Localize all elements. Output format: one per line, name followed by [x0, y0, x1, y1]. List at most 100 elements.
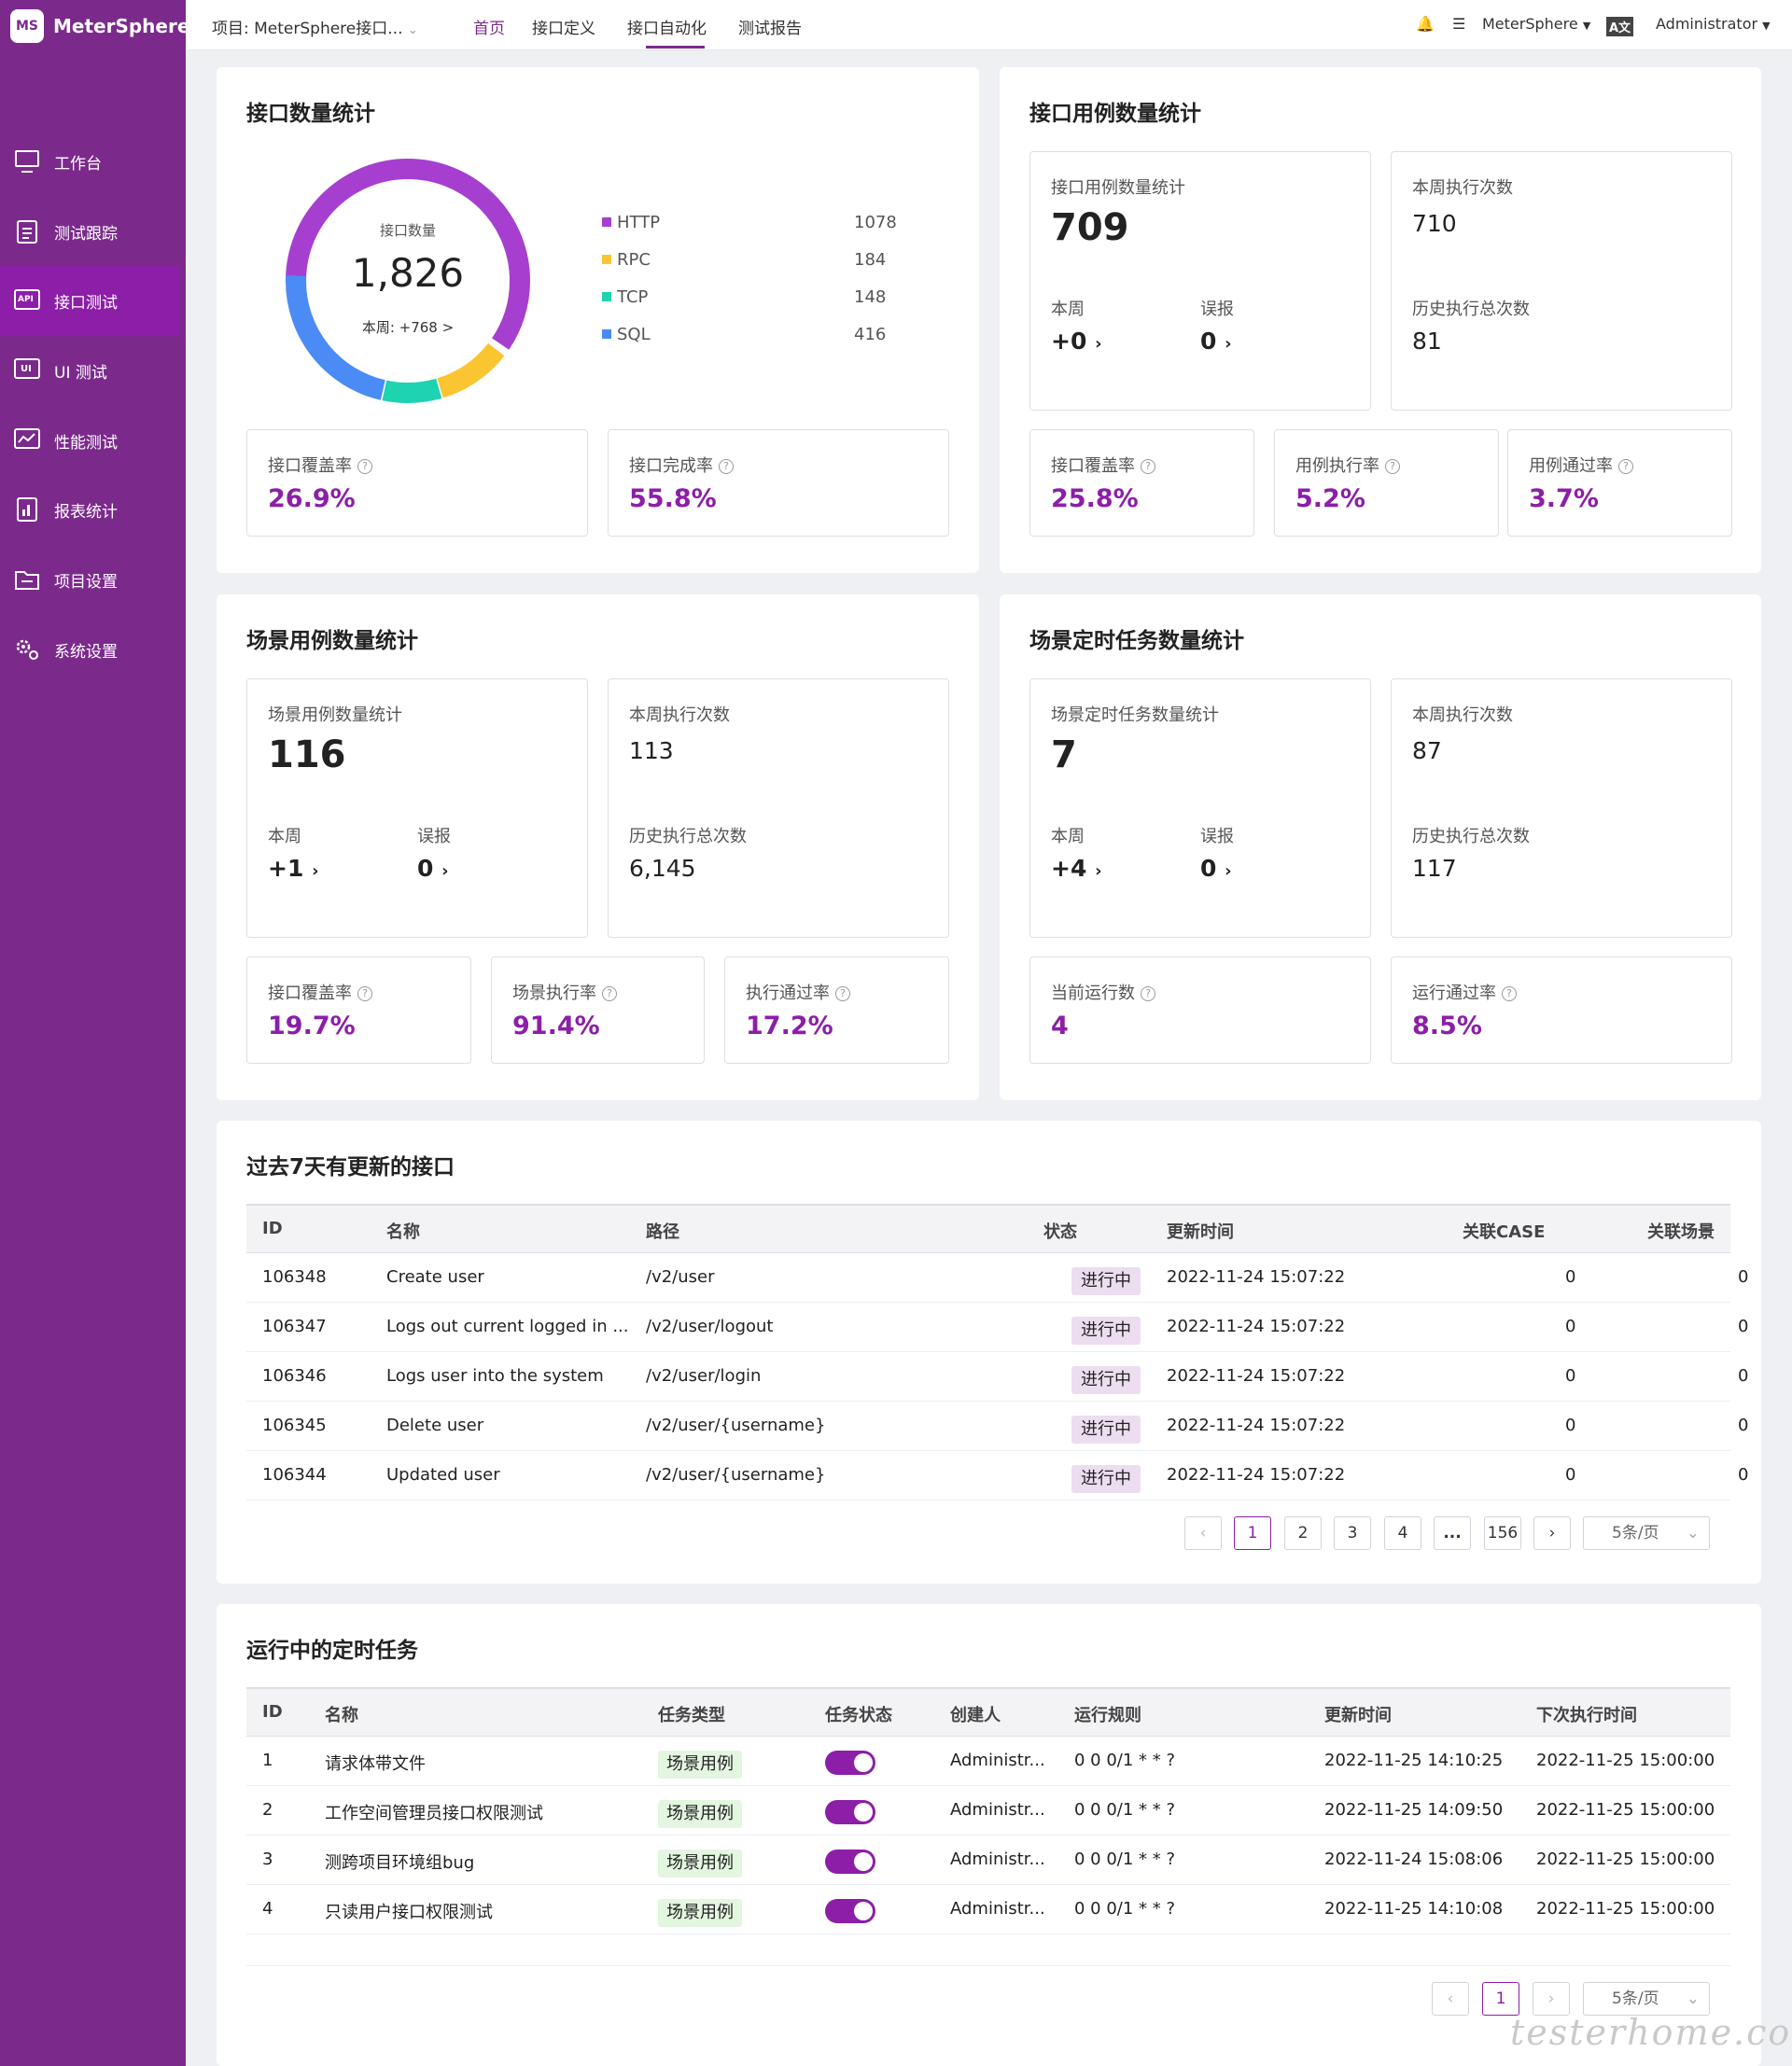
- next-page-button[interactable]: ›: [1533, 1982, 1570, 2016]
- task-status-toggle[interactable]: [825, 1751, 875, 1775]
- schedule-week-link[interactable]: +4 ›: [1051, 855, 1102, 882]
- scenario-false-link[interactable]: 0 ›: [417, 855, 449, 882]
- table-row[interactable]: 106347 Logs out current logged in ... /v2/…: [246, 1303, 1748, 1352]
- api-case-week-link[interactable]: +0 ›: [1051, 328, 1102, 355]
- schedule-hist: 117: [1412, 855, 1457, 882]
- help-icon[interactable]: ?: [357, 986, 372, 1001]
- user-menu[interactable]: Administrator ▼: [1656, 15, 1771, 33]
- page-size-select[interactable]: 5条/页 ⌄: [1583, 1982, 1710, 2016]
- cell-scene-count[interactable]: 0: [1738, 1267, 1749, 1287]
- cell-case-count[interactable]: 0: [1565, 1267, 1576, 1287]
- col-scene[interactable]: 关联场景: [1647, 1222, 1715, 1242]
- cell-case-count[interactable]: 0: [1565, 1317, 1576, 1336]
- cell-name[interactable]: Updated user: [386, 1465, 500, 1485]
- schedule-false-link[interactable]: 0 ›: [1200, 855, 1232, 882]
- col-name[interactable]: 名称: [325, 1706, 358, 1725]
- help-icon[interactable]: ?: [835, 986, 850, 1001]
- next-page-button[interactable]: ›: [1533, 1516, 1571, 1550]
- tab-api-automation[interactable]: 接口自动化: [627, 20, 707, 38]
- page-1[interactable]: 1: [1234, 1516, 1271, 1550]
- col-type[interactable]: 任务类型: [658, 1706, 725, 1725]
- workspace-selector[interactable]: MeterSphere ▼: [1482, 15, 1590, 33]
- page-4[interactable]: 4: [1384, 1516, 1421, 1550]
- table-row[interactable]: 106344 Updated user/v2/user/{username} 进行中…: [246, 1451, 1748, 1501]
- prev-page-button[interactable]: ‹: [1184, 1516, 1222, 1550]
- cell-name[interactable]: Logs out current logged in ...: [386, 1317, 629, 1336]
- cell-case-count[interactable]: 0: [1565, 1465, 1576, 1485]
- page-3[interactable]: 3: [1334, 1516, 1371, 1550]
- task-status-toggle[interactable]: [825, 1850, 875, 1874]
- language-icon[interactable]: A文: [1606, 17, 1634, 36]
- help-icon[interactable]: ?: [1385, 459, 1400, 474]
- cell-case-count[interactable]: 0: [1565, 1416, 1576, 1435]
- help-icon[interactable]: ?: [719, 459, 734, 474]
- task-status-toggle[interactable]: [825, 1800, 875, 1824]
- cell-case-count[interactable]: 0: [1565, 1366, 1576, 1386]
- col-updated[interactable]: 更新时间: [1167, 1222, 1234, 1242]
- cell-scene-count[interactable]: 0: [1738, 1416, 1749, 1435]
- col-id[interactable]: ID: [262, 1702, 283, 1722]
- help-icon[interactable]: ?: [1141, 459, 1155, 474]
- donut-week-link[interactable]: 本周: +768 >: [361, 319, 455, 336]
- col-case[interactable]: 关联CASE: [1463, 1222, 1546, 1242]
- cell-scene-count[interactable]: 0: [1738, 1465, 1749, 1485]
- table-row[interactable]: 106346 Logs user into the system/v2/user/…: [246, 1352, 1748, 1402]
- table-row[interactable]: 106345 Delete user/v2/user/{username} 进行中 2…: [246, 1402, 1748, 1451]
- help-icon[interactable]: ?: [1141, 986, 1155, 1001]
- table-row[interactable]: 106348 Create user/v2/user 进行中 2022-11-24 1…: [246, 1253, 1748, 1303]
- cell-name[interactable]: Create user: [386, 1267, 484, 1287]
- bell-icon[interactable]: 🔔: [1416, 15, 1435, 33]
- prev-page-button[interactable]: ‹: [1432, 1982, 1469, 2016]
- scenario-week-link[interactable]: +1 ›: [268, 855, 319, 882]
- col-id[interactable]: ID: [262, 1219, 283, 1238]
- sidebar-item-project-settings[interactable]: 项目设置: [0, 545, 180, 614]
- cell-name[interactable]: 工作空间管理员接口权限测试: [325, 1804, 543, 1823]
- sidebar-item-system-settings[interactable]: 系统设置: [0, 615, 180, 684]
- tab-test-report[interactable]: 测试报告: [738, 20, 802, 38]
- page-2[interactable]: 2: [1284, 1516, 1322, 1550]
- sidebar-item-performance[interactable]: 性能测试: [0, 406, 180, 475]
- cell-scene-count[interactable]: 0: [1738, 1317, 1749, 1336]
- app-logo[interactable]: MS MeterSphere: [10, 9, 189, 43]
- project-selector[interactable]: 项目: MeterSphere接口... ⌄: [212, 15, 418, 38]
- table-row[interactable]: 3 测跨项目环境组bug 场景用例 Administr... 0 0 0/1 * * ?…: [246, 1836, 1730, 1885]
- tab-api-definition[interactable]: 接口定义: [532, 20, 595, 38]
- sidebar-item-report[interactable]: 报表统计: [0, 475, 180, 544]
- caret-down-icon: ▼: [1762, 20, 1771, 32]
- help-icon[interactable]: ?: [1618, 459, 1633, 474]
- sidebar-item-workbench[interactable]: 工作台: [0, 127, 180, 196]
- help-icon[interactable]: ?: [602, 986, 617, 1001]
- table-row[interactable]: 1 请求体带文件 场景用例 Administr... 0 0 0/1 * * ? 2022…: [246, 1737, 1730, 1786]
- cell-scene-count[interactable]: 0: [1738, 1366, 1749, 1386]
- col-status[interactable]: 任务状态: [825, 1706, 892, 1725]
- help-icon[interactable]: ?: [357, 459, 372, 474]
- col-name[interactable]: 名称: [386, 1222, 420, 1242]
- page-ellipsis[interactable]: ...: [1434, 1516, 1471, 1550]
- col-path[interactable]: 路径: [646, 1222, 679, 1242]
- sidebar-item-ui-test[interactable]: UI UI 测试: [0, 336, 180, 405]
- col-updated[interactable]: 更新时间: [1324, 1706, 1392, 1725]
- table-row[interactable]: 2 工作空间管理员接口权限测试 场景用例 Administr... 0 0 0/1 * …: [246, 1786, 1730, 1836]
- api-case-false-link[interactable]: 0 ›: [1200, 328, 1232, 355]
- task-status-toggle[interactable]: [825, 1899, 875, 1923]
- table-row[interactable]: 4 只读用户接口权限测试 场景用例 Administr... 0 0 0/1 * * ?…: [246, 1885, 1730, 1934]
- cell-name[interactable]: 请求体带文件: [325, 1754, 426, 1774]
- col-rule[interactable]: 运行规则: [1074, 1706, 1141, 1725]
- col-status[interactable]: 状态: [1043, 1222, 1077, 1242]
- cell-name[interactable]: Delete user: [386, 1416, 484, 1435]
- page-1[interactable]: 1: [1482, 1982, 1519, 2016]
- col-next-run[interactable]: 下次执行时间: [1536, 1706, 1637, 1725]
- cell-next-run: 2022-11-25 15:00:00: [1536, 1751, 1715, 1770]
- task-list-icon[interactable]: ☰: [1452, 15, 1466, 33]
- sidebar-item-test-track[interactable]: 测试跟踪: [0, 197, 180, 266]
- cell-name[interactable]: 测跨项目环境组bug: [325, 1853, 475, 1873]
- page-size-select[interactable]: 5条/页 ⌄: [1583, 1516, 1710, 1550]
- sidebar-item-api-test[interactable]: API 接口测试: [0, 266, 180, 335]
- page-last[interactable]: 156: [1484, 1516, 1521, 1550]
- cell-name[interactable]: 只读用户接口权限测试: [325, 1903, 493, 1922]
- col-creator[interactable]: 创建人: [950, 1706, 1001, 1725]
- legend-label: SQL: [617, 325, 651, 344]
- tab-home[interactable]: 首页: [473, 20, 505, 38]
- cell-name[interactable]: Logs user into the system: [386, 1366, 604, 1386]
- help-icon[interactable]: ?: [1502, 986, 1517, 1001]
